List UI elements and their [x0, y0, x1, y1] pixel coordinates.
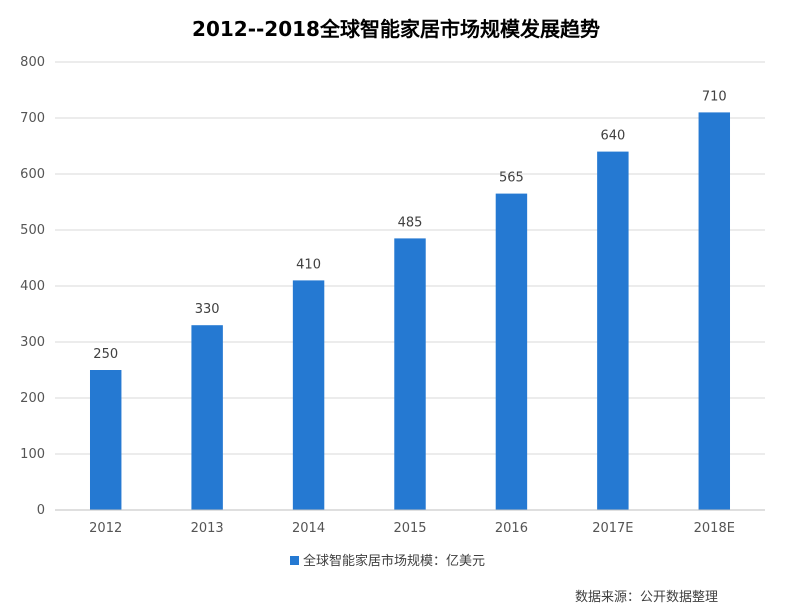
- chart-title: 2012--2018全球智能家居市场规模发展趋势: [192, 17, 600, 41]
- y-tick-label: 100: [20, 447, 45, 462]
- bar: [89, 370, 122, 510]
- data-labels: 250 330 410 485 565 640 710: [93, 89, 726, 362]
- x-axis-categories: 2012 2013 2014 2015 2016 2017E 2018E: [89, 521, 735, 536]
- x-category-label: 2016: [495, 521, 528, 536]
- y-tick-label: 800: [20, 55, 45, 70]
- bar: [495, 193, 528, 510]
- y-tick-label: 600: [20, 167, 45, 182]
- y-tick-label: 200: [20, 391, 45, 406]
- legend-swatch: [290, 556, 299, 565]
- bar: [698, 112, 731, 511]
- legend: 全球智能家居市场规模：亿美元: [290, 553, 485, 569]
- bars: [89, 112, 731, 511]
- y-axis-ticks: 0 100 200 300 400 500 600 700 800: [20, 55, 45, 518]
- legend-entry: 全球智能家居市场规模：亿美元: [303, 553, 485, 569]
- x-category-label: 2015: [393, 521, 426, 536]
- y-tick-label: 0: [37, 503, 45, 518]
- data-label: 640: [600, 129, 625, 144]
- x-category-label: 2012: [89, 521, 122, 536]
- x-category-label: 2018E: [694, 521, 735, 536]
- data-label: 410: [296, 257, 321, 272]
- data-label: 710: [702, 89, 727, 104]
- y-tick-label: 500: [20, 223, 45, 238]
- y-tick-label: 300: [20, 335, 45, 350]
- data-label: 250: [93, 347, 118, 362]
- bar: [394, 238, 426, 510]
- data-label: 330: [195, 302, 220, 317]
- x-category-label: 2017E: [592, 521, 633, 536]
- x-category-label: 2013: [191, 521, 224, 536]
- bar: [597, 151, 629, 510]
- bar: [191, 325, 223, 510]
- x-category-label: 2014: [292, 521, 325, 536]
- bar: [292, 280, 325, 510]
- data-label: 485: [398, 215, 423, 230]
- source-note: 数据来源：公开数据整理: [575, 590, 718, 605]
- y-tick-label: 400: [20, 279, 45, 294]
- y-tick-label: 700: [20, 111, 45, 126]
- data-label: 565: [499, 171, 524, 186]
